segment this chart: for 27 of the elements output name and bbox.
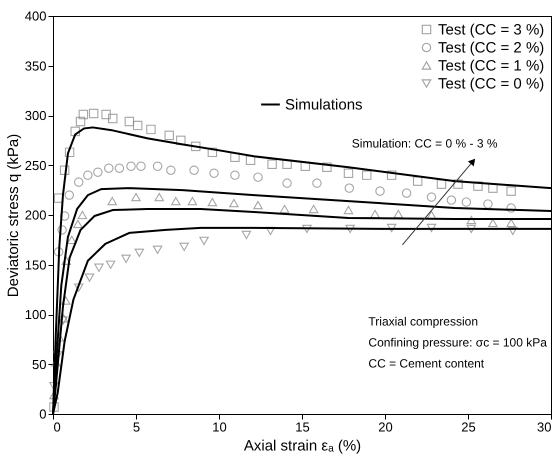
y-tick-label: 400 [24,8,46,24]
x-tick-label: 5 [132,420,140,434]
x-tick-label: 30 [537,420,552,434]
y-tick-label: 350 [24,58,46,74]
legend-label: Test (CC = 2 %) [438,40,544,56]
annotation: Simulation: CC = 0 % - 3 % [352,136,498,150]
x-axis-title: Axial strain εₐ (%) [244,438,362,454]
y-axis-title: Deviatoric stress q (kPa) [4,134,22,298]
x-tick-label: 0 [54,420,61,434]
legend-label: Test (CC = 3 %) [438,22,544,38]
annotation: Triaxial compression [368,314,478,328]
y-tick-label: 0 [39,406,46,422]
x-tick-label: 25 [461,420,476,434]
y-tick-label: 250 [24,158,46,173]
x-tick-label: 20 [378,420,393,434]
annotation: CC = Cement content [368,356,485,370]
y-tick-label: 100 [24,307,46,322]
y-tick-label: 150 [24,257,46,272]
y-tick-label: 200 [24,208,46,222]
legend-label: Simulations [285,96,363,114]
annotation: Confining pressure: σc = 100 kPa [368,335,548,350]
x-tick-label: 15 [295,420,310,434]
y-tick-label: 50 [32,356,46,372]
legend-label: Test (CC = 1 %) [438,58,544,74]
y-tick-label: 300 [24,108,46,123]
x-tick-label: 10 [212,420,227,434]
legend-label: Test (CC = 0 %) [438,76,544,92]
